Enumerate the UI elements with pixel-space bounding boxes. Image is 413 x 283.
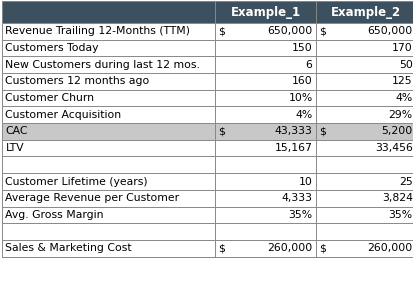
Text: 6: 6: [305, 60, 312, 70]
Text: $: $: [218, 26, 225, 36]
Text: CAC: CAC: [5, 127, 28, 136]
Text: Revenue Trailing 12-Months (TTM): Revenue Trailing 12-Months (TTM): [5, 26, 190, 36]
Text: Customer Lifetime (years): Customer Lifetime (years): [5, 177, 148, 186]
Bar: [2, 56, 413, 73]
Text: Example_2: Example_2: [330, 6, 400, 19]
Text: 50: 50: [398, 60, 412, 70]
Text: Customers Today: Customers Today: [5, 43, 99, 53]
Text: Average Revenue per Customer: Average Revenue per Customer: [5, 193, 179, 203]
Text: 29%: 29%: [388, 110, 412, 120]
Text: $: $: [318, 243, 325, 253]
Text: 4,333: 4,333: [281, 193, 312, 203]
Text: $: $: [218, 243, 225, 253]
Text: Customer Churn: Customer Churn: [5, 93, 94, 103]
Text: 43,333: 43,333: [274, 127, 312, 136]
Text: $: $: [218, 127, 225, 136]
Bar: [2, 173, 413, 190]
Bar: [2, 1, 413, 23]
Text: 35%: 35%: [288, 210, 312, 220]
Text: 160: 160: [291, 76, 312, 86]
Text: 170: 170: [391, 43, 412, 53]
Text: LTV: LTV: [5, 143, 24, 153]
Bar: [2, 223, 413, 240]
Text: 4%: 4%: [294, 110, 312, 120]
Text: $: $: [318, 26, 325, 36]
Text: 3,824: 3,824: [381, 193, 412, 203]
Text: $: $: [318, 127, 325, 136]
Text: 150: 150: [291, 43, 312, 53]
Text: Avg. Gross Margin: Avg. Gross Margin: [5, 210, 104, 220]
Bar: [2, 106, 413, 123]
Text: Customer Acquisition: Customer Acquisition: [5, 110, 121, 120]
Text: 650,000: 650,000: [367, 26, 412, 36]
Bar: [2, 156, 413, 173]
Text: 33,456: 33,456: [374, 143, 412, 153]
Text: 10: 10: [298, 177, 312, 186]
Text: 25: 25: [398, 177, 412, 186]
Bar: [2, 90, 413, 106]
Text: 10%: 10%: [287, 93, 312, 103]
Bar: [2, 207, 413, 223]
Text: Example_1: Example_1: [230, 6, 300, 19]
Bar: [2, 140, 413, 156]
Text: 5,200: 5,200: [381, 127, 412, 136]
Bar: [2, 240, 413, 257]
Text: 260,000: 260,000: [267, 243, 312, 253]
Bar: [2, 40, 413, 56]
Text: New Customers during last 12 mos.: New Customers during last 12 mos.: [5, 60, 200, 70]
Text: 35%: 35%: [388, 210, 412, 220]
Bar: [2, 23, 413, 40]
Bar: [2, 123, 413, 140]
Text: 15,167: 15,167: [274, 143, 312, 153]
Text: 260,000: 260,000: [367, 243, 412, 253]
Text: Customers 12 months ago: Customers 12 months ago: [5, 76, 149, 86]
Bar: [2, 73, 413, 90]
Bar: [2, 190, 413, 207]
Text: 125: 125: [391, 76, 412, 86]
Text: Sales & Marketing Cost: Sales & Marketing Cost: [5, 243, 132, 253]
Text: 650,000: 650,000: [267, 26, 312, 36]
Text: 4%: 4%: [394, 93, 412, 103]
